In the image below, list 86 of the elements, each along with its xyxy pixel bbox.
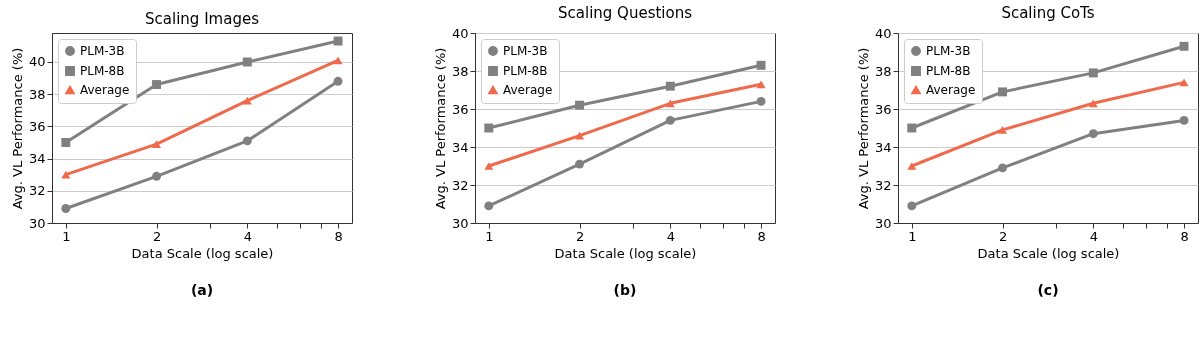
y-tick-label: 34 bbox=[451, 139, 469, 155]
y-tick-label: 36 bbox=[28, 118, 46, 134]
point bbox=[998, 87, 1008, 97]
y-tick-label: 36 bbox=[874, 101, 892, 117]
y-axis-title: Avg. VL Performance (%) bbox=[855, 47, 871, 210]
legend-label: PLM-3B bbox=[926, 44, 971, 58]
y-tick-label: 40 bbox=[28, 54, 46, 70]
point bbox=[61, 204, 71, 213]
point bbox=[575, 100, 585, 110]
y-tick-label: 38 bbox=[28, 86, 46, 102]
legend-label: PLM-8B bbox=[503, 64, 548, 78]
point bbox=[907, 201, 917, 211]
y-tick-label: 40 bbox=[874, 25, 892, 41]
y-axis-title: Avg. VL Performance (%) bbox=[432, 47, 448, 210]
y-axis-title: Avg. VL Performance (%) bbox=[9, 47, 25, 210]
chart-title: Scaling Questions bbox=[558, 4, 693, 22]
point bbox=[665, 81, 675, 91]
y-tick-label: 32 bbox=[451, 177, 469, 193]
point bbox=[1179, 78, 1189, 87]
y-tick-label: 32 bbox=[874, 177, 892, 193]
legend-label: PLM-8B bbox=[926, 64, 971, 78]
y-tick-label: 34 bbox=[28, 151, 46, 167]
point bbox=[907, 123, 917, 133]
y-tick-label: 38 bbox=[451, 63, 469, 79]
point bbox=[484, 162, 494, 170]
x-tick-label: 1 bbox=[62, 228, 71, 244]
point bbox=[242, 136, 252, 146]
text: (c) bbox=[1037, 282, 1059, 298]
point bbox=[242, 57, 252, 67]
point bbox=[665, 115, 675, 125]
point bbox=[756, 80, 766, 89]
text: (b) bbox=[613, 282, 637, 298]
point bbox=[333, 36, 343, 46]
point bbox=[61, 170, 71, 179]
point bbox=[1088, 129, 1098, 139]
x-tick-label: 1 bbox=[908, 228, 917, 244]
legend-label: Average bbox=[503, 83, 553, 97]
x-axis-title: Data Scale (log scale) bbox=[977, 245, 1120, 261]
x-tick-label: 2 bbox=[575, 228, 585, 244]
point bbox=[1179, 41, 1189, 51]
y-tick-label: 34 bbox=[874, 139, 892, 155]
legend-label: PLM-3B bbox=[503, 44, 548, 58]
x-axis-title: Data Scale (log scale) bbox=[131, 245, 274, 261]
point bbox=[242, 96, 252, 105]
x-axis-title: Data Scale (log scale) bbox=[554, 245, 697, 261]
point bbox=[998, 163, 1008, 173]
point bbox=[1088, 68, 1098, 78]
point bbox=[152, 140, 162, 148]
point bbox=[1088, 99, 1098, 108]
point bbox=[756, 96, 766, 106]
point bbox=[575, 159, 585, 169]
legend-label: PLM-8B bbox=[80, 64, 125, 78]
x-tick-label: 2 bbox=[152, 228, 162, 244]
point bbox=[152, 80, 162, 89]
y-tick-label: 30 bbox=[28, 215, 46, 231]
point bbox=[484, 201, 494, 211]
point bbox=[665, 99, 675, 108]
legend-label: Average bbox=[80, 83, 130, 97]
point bbox=[333, 76, 343, 86]
x-tick-label: 1 bbox=[485, 228, 494, 244]
x-tick-label: 8 bbox=[334, 228, 343, 244]
text: (a) bbox=[190, 282, 214, 298]
point bbox=[998, 126, 1008, 134]
chart-title: Scaling CoTs bbox=[1001, 4, 1095, 22]
chart-title: Scaling Images bbox=[145, 10, 260, 28]
legend-label: Average bbox=[926, 83, 976, 97]
legend-label: PLM-3B bbox=[80, 44, 125, 58]
x-tick-label: 2 bbox=[998, 228, 1008, 244]
point bbox=[152, 171, 162, 181]
x-tick-label: 4 bbox=[666, 228, 675, 244]
point bbox=[484, 123, 494, 133]
y-tick-label: 30 bbox=[451, 215, 469, 231]
x-tick-label: 4 bbox=[1089, 228, 1098, 244]
x-tick-label: 8 bbox=[757, 228, 766, 244]
x-tick-label: 4 bbox=[243, 228, 252, 244]
y-tick-label: 32 bbox=[28, 183, 46, 199]
point bbox=[907, 162, 917, 170]
point bbox=[333, 56, 343, 65]
point bbox=[1179, 115, 1189, 125]
point bbox=[756, 60, 766, 70]
point bbox=[61, 138, 71, 147]
y-tick-label: 30 bbox=[874, 215, 892, 231]
y-tick-label: 38 bbox=[874, 63, 892, 79]
y-tick-label: 40 bbox=[451, 25, 469, 41]
x-tick-label: 8 bbox=[1180, 228, 1189, 244]
y-tick-label: 36 bbox=[451, 101, 469, 117]
